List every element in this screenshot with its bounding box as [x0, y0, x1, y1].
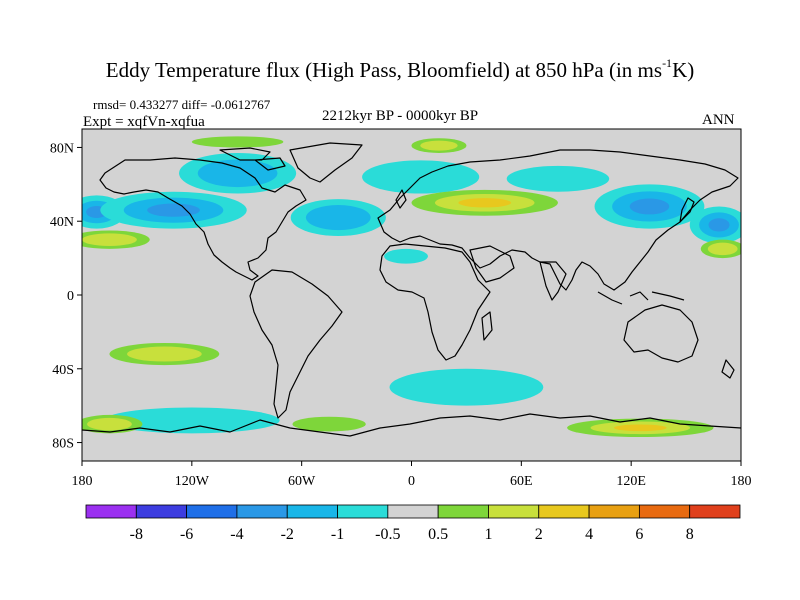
coast-north-america [99, 157, 307, 281]
positive-anomaly-17-level-1 [292, 416, 366, 432]
lon-label: 60W [288, 474, 316, 489]
colorbar-label: 1 [484, 526, 492, 543]
positive-anomaly-16-level-2 [87, 417, 132, 431]
colorbar-label: 0.5 [428, 526, 448, 543]
coastlines [82, 142, 741, 437]
colorbar-label: -8 [130, 526, 143, 543]
positive-anomaly-12-level-2 [82, 233, 137, 246]
colorbar-label: -4 [230, 526, 243, 543]
negative-anomaly-7-level-1 [506, 165, 610, 192]
lon-label: 120E [616, 474, 646, 489]
anomaly-layer [82, 136, 741, 438]
lon-label: 0 [408, 474, 415, 489]
experiment-label: Expt = xqfVn-xqfua [83, 114, 205, 130]
coast-south-america [249, 269, 343, 419]
colorbar-swatch [85, 504, 137, 519]
colorbar-label: -6 [180, 526, 193, 543]
coast-antarctica [82, 413, 741, 437]
colorbar-swatch [286, 504, 338, 519]
colorbar-swatch [588, 504, 640, 519]
coast-indonesia [597, 291, 685, 305]
negative-anomaly-3-level-2 [305, 204, 371, 231]
negative-anomaly-4-level-1 [362, 160, 480, 194]
negative-anomaly-2-level-2 [197, 159, 278, 188]
colorbar-swatch [538, 504, 590, 519]
lat-label: 40N [50, 215, 74, 230]
negative-anomaly-5-level-3 [629, 198, 670, 215]
lon-label: 180 [72, 474, 93, 489]
colorbar-swatch [437, 504, 489, 519]
lat-label: 80S [52, 437, 74, 452]
positive-anomaly-18-level-2 [420, 140, 458, 151]
colorbar-swatch [236, 504, 288, 519]
colorbar-label: 8 [686, 526, 694, 543]
negative-anomaly-6-level-3 [708, 218, 730, 232]
colorbar-swatch [337, 504, 389, 519]
colorbar-label: -0.5 [375, 526, 400, 543]
colorbar-label: -2 [281, 526, 294, 543]
colorbar-swatch [135, 504, 188, 519]
coast-africa [379, 243, 491, 361]
coast-japan [679, 197, 695, 223]
colorbar-label: 6 [635, 526, 643, 543]
coast-arctic-islands [219, 147, 286, 171]
latitude-axis: 80N 40N 0 40S 80S [50, 141, 82, 452]
colorbar-swatch [689, 504, 741, 519]
period-label: 2212kyr BP - 0000kyr BP [322, 108, 479, 124]
stats-line: rmsd= 0.433277 diff= -0.0612767 [93, 97, 271, 112]
lat-label: 40S [52, 363, 74, 378]
negative-anomaly-10-level-1 [384, 248, 428, 264]
colorbar-label: -1 [331, 526, 344, 543]
colorbar-label: 4 [585, 526, 593, 543]
lon-label: 120W [175, 474, 210, 489]
coast-greenland [289, 142, 363, 183]
lat-label: 0 [67, 289, 74, 304]
coast-madagascar [481, 311, 493, 341]
coast-australia [623, 304, 699, 363]
colorbar-swatch [186, 504, 238, 519]
negative-anomaly-8-level-1 [389, 368, 544, 406]
lon-label: 60E [510, 474, 533, 489]
coast-uk [395, 189, 407, 209]
coast-india [539, 261, 567, 301]
plot-title: Eddy Temperature flux (High Pass, Bloomf… [105, 56, 695, 82]
negative-anomaly-1-level-3 [147, 203, 200, 217]
colorbar-swatch [638, 504, 691, 519]
lon-label: 180 [731, 474, 752, 489]
longitude-axis: 180 120W 60W 0 60E 120E 180 [72, 461, 752, 489]
coast-arabia [469, 245, 515, 283]
positive-anomaly-19-level-1 [191, 136, 284, 148]
lat-label: 80N [50, 141, 74, 156]
colorbar-label: 2 [535, 526, 543, 543]
colorbar-swatch [488, 504, 540, 519]
positive-anomaly-15-level-3 [613, 424, 667, 432]
season-label: ANN [702, 112, 735, 128]
coast-eurasia [377, 149, 739, 291]
colorbar-swatch [387, 504, 439, 519]
positive-anomaly-14-level-2 [127, 346, 202, 362]
negative-anomaly-9-level-1 [103, 407, 280, 434]
coast-new-zealand [721, 359, 735, 379]
positive-anomaly-13-level-2 [707, 242, 738, 256]
positive-anomaly-11-level-3 [458, 198, 512, 208]
colorbar: -8 -6 -4 -2 -1 -0.5 0.5 1 2 4 6 8 [85, 504, 741, 543]
